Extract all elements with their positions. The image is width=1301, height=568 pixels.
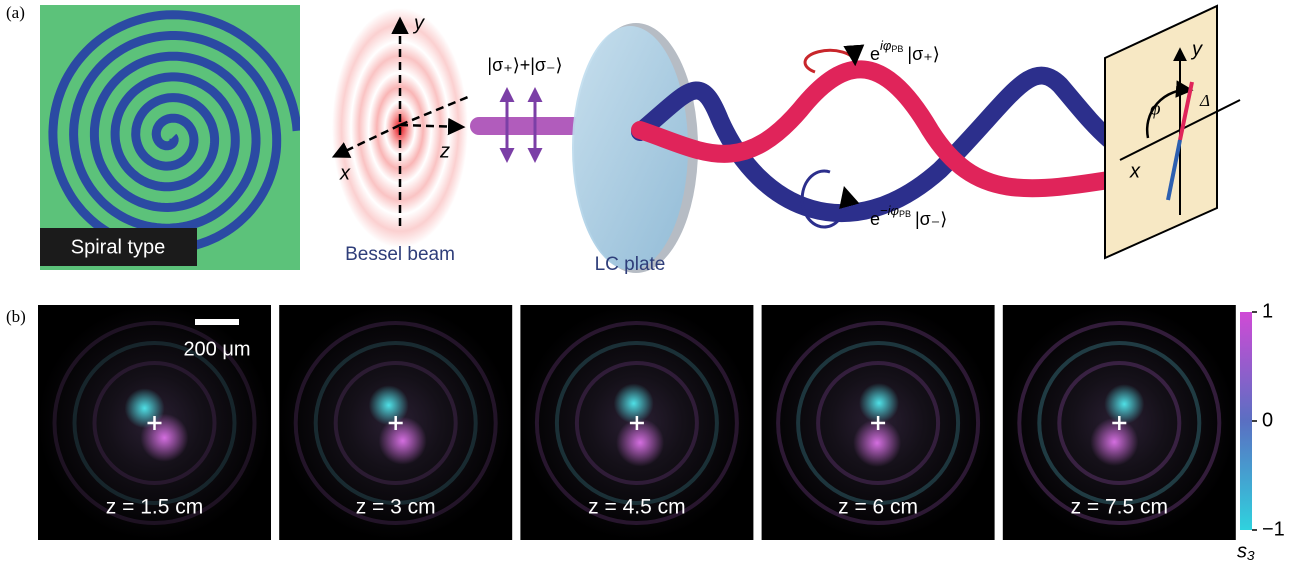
colorbar	[1240, 312, 1252, 530]
scale-label: 200 μm	[183, 338, 250, 360]
panel-label: (b)	[6, 307, 26, 326]
panel-label: (a)	[6, 3, 25, 22]
minus-state: e−iφPB |σ₋⟩	[870, 203, 947, 228]
colorbar-tick-label: 1	[1262, 300, 1273, 322]
angle-label: Δ	[1199, 91, 1210, 110]
state-exp: iφ	[880, 38, 892, 53]
frame-caption: z = 6 cm	[838, 496, 918, 519]
state-ket: |σ₊⟩	[907, 44, 939, 64]
spiral-image: Spiral type	[40, 5, 300, 270]
axis-label: z	[439, 140, 450, 162]
colorbar-tick-label: −1	[1262, 518, 1285, 540]
state-base: e	[870, 44, 880, 64]
axis-label: x	[339, 162, 351, 184]
angle-label: φ	[1150, 98, 1161, 119]
state-base: e	[870, 209, 880, 229]
lc-label: LC plate	[595, 254, 666, 275]
magenta-lobe	[1090, 418, 1138, 466]
plus-state: eiφPB |σ₊⟩	[870, 38, 940, 63]
cyan-lobe	[369, 385, 409, 425]
state-sub: PB	[891, 44, 903, 54]
cyan-lobe	[614, 383, 654, 423]
frame-caption: z = 3 cm	[356, 496, 436, 519]
spiral-label: Spiral type	[71, 236, 166, 258]
frame-caption: z = 1.5 cm	[106, 496, 203, 519]
bessel-label: Bessel beam	[345, 244, 455, 265]
colorbar-label: s₃	[1237, 540, 1255, 562]
magenta-lobe	[616, 419, 664, 467]
axis-label: y	[1190, 38, 1203, 60]
state-exp: −iφ	[880, 203, 899, 218]
bessel-beam: y x z Bessel beam	[332, 8, 468, 265]
input-state: |σ₊⟩+|σ₋⟩	[487, 55, 562, 75]
frame-caption: z = 7.5 cm	[1071, 496, 1168, 519]
colorbar-ticks: 1 0 −1	[1252, 300, 1285, 540]
cyan-lobe	[1104, 384, 1144, 424]
state-sub: PB	[899, 209, 911, 219]
frame-caption: z = 4.5 cm	[588, 496, 685, 519]
colorbar-tick-label: 0	[1262, 409, 1273, 431]
figure: (a) Spiral type y x z Bessel beam |σ₊⟩+|…	[0, 0, 1301, 568]
frames: z = 1.5 cm z = 3 cm z = 4.5 cm z = 6 cm z = …	[38, 305, 1236, 540]
scale-bar	[195, 319, 239, 325]
axis-label: y	[412, 12, 425, 34]
screen: y x φ Δ	[1105, 6, 1240, 258]
axis-label: x	[1129, 160, 1141, 182]
state-ket: |σ₋⟩	[915, 209, 947, 229]
